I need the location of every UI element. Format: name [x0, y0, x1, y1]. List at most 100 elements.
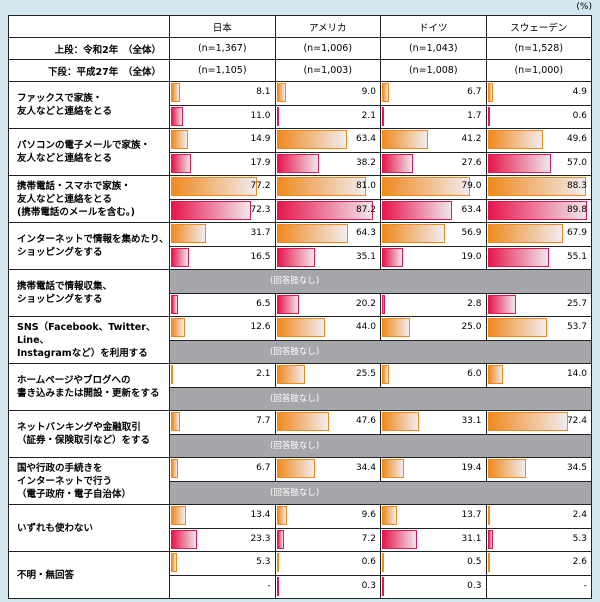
- r2-bar: [171, 177, 257, 196]
- h27-bar: [382, 153, 413, 173]
- value-label: 81.0: [355, 181, 376, 191]
- bar-cell: 16.5: [169, 245, 276, 270]
- bar-cell: 0.3: [274, 574, 381, 599]
- value-label: 20.2: [355, 298, 376, 309]
- r2-bar: [171, 224, 207, 243]
- r2-bar: [171, 412, 180, 431]
- bar-wrap: 31.1: [381, 529, 486, 552]
- bar-cell: 57.0: [485, 151, 592, 176]
- data-row: ファックスで家族・ 友人などと連絡をとる 8.1 9.0 6.7 4.9: [8, 81, 592, 129]
- sample-row: 下段：平成27年 （全体） (n=1,105) (n=1,003) (n=1,008)…: [8, 59, 592, 82]
- value-label: 1.7: [467, 110, 482, 121]
- no-option-label: (回答肢なし): [170, 340, 591, 363]
- value-label: 2.1: [256, 369, 271, 379]
- bar-wrap: 13.4: [170, 505, 275, 528]
- data-row: (回答肢なし): [9, 386, 592, 411]
- row-label: ネットバンキングや金融取引 （証券・保険取引など）をする: [8, 410, 170, 458]
- bar-cell: 55.1: [485, 245, 592, 270]
- bar-cell: 8.1: [169, 81, 276, 106]
- bar-wrap: 4.9: [487, 82, 592, 105]
- r2-bar: [276, 318, 326, 337]
- bar-cell: 87.2: [274, 198, 381, 223]
- row-label-line: ショッピングをする: [17, 247, 103, 258]
- bar-wrap: 47.6: [276, 411, 381, 434]
- bar-wrap: 53.7: [487, 317, 592, 340]
- value-label: 89.8: [566, 204, 587, 215]
- row-label: いずれも使わない: [8, 504, 170, 552]
- h27-bar: [487, 294, 517, 314]
- h27-bar: [276, 247, 316, 267]
- bar-cell: 72.4: [485, 410, 592, 435]
- bar-wrap: 67.9: [487, 223, 592, 246]
- data-row: SNS（Facebook、Twitter、Line、 Instagramなど）を利…: [8, 316, 592, 364]
- bar-cell: 53.7: [485, 316, 592, 341]
- value-label: 7.7: [256, 416, 271, 426]
- unit-label: (%): [576, 2, 592, 12]
- bar-cell: 25.0: [380, 316, 487, 341]
- value-label: 25.0: [461, 322, 482, 332]
- bar-wrap: 77.2: [170, 176, 275, 199]
- bar-cell: 44.0: [274, 316, 381, 341]
- value-label: 12.6: [250, 322, 271, 332]
- bar-wrap: 34.5: [487, 458, 592, 481]
- bar-cell: 49.6: [485, 128, 592, 153]
- row-label-line: Instagramなど）を利用する: [17, 347, 148, 359]
- bar-cell: 35.1: [274, 245, 381, 270]
- bar-cell: 5.3: [485, 527, 592, 552]
- value-label: 72.4: [566, 416, 587, 426]
- no-option-row: (回答肢なし): [169, 339, 592, 364]
- bar-wrap: 0.3: [276, 576, 381, 599]
- bar-cell: 1.7: [380, 104, 487, 129]
- row-label-line: ファックスで家族・: [17, 93, 103, 104]
- value-label: 31.7: [250, 228, 271, 238]
- row-label-line: インターネットで情報を集めたり、: [17, 234, 169, 245]
- data-row: インターネットで情報を集めたり、 ショッピングをする 31.7 64.3 56.9 67.…: [8, 222, 592, 270]
- bar-wrap: 12.6: [170, 317, 275, 340]
- r2-bar: [171, 553, 177, 572]
- h27-bar: [276, 576, 279, 596]
- h27-bar: [382, 106, 384, 126]
- bar-wrap: 14.0: [487, 364, 592, 387]
- r2-bar: [276, 224, 348, 243]
- no-option-row: (回答肢なし): [169, 433, 592, 458]
- no-option-label: (回答肢なし): [170, 270, 591, 293]
- bar-cell: 56.9: [380, 222, 487, 247]
- no-option-label: (回答肢なし): [170, 481, 591, 504]
- bar-wrap: 34.4: [276, 458, 381, 481]
- r2-bar: [276, 412, 330, 431]
- row-label-line: 友人などと連絡をとる: [17, 193, 113, 205]
- bar-wrap: 41.2: [381, 129, 486, 152]
- data-row: 16.5 35.1 19.0 55.1: [9, 245, 592, 270]
- bar-cell: 11.0: [169, 104, 276, 129]
- bar-wrap: 56.9: [381, 223, 486, 246]
- bar-cell: -: [485, 574, 592, 599]
- r2-bar: [382, 412, 419, 431]
- bar-wrap: 7.2: [276, 529, 381, 552]
- value-label: 2.1: [361, 110, 376, 121]
- h27-bar: [382, 576, 384, 596]
- bar-cell: 19.0: [380, 245, 487, 270]
- bar-cell: 0.3: [380, 574, 487, 599]
- value-label: 55.1: [566, 251, 587, 262]
- bar-wrap: 25.7: [487, 294, 592, 317]
- series-label: 下段：平成27年 （全体）: [8, 59, 170, 82]
- bar-cell: -: [169, 574, 276, 599]
- value-label: 8.1: [256, 87, 271, 97]
- bar-cell: 2.1: [169, 363, 276, 388]
- r2-bar: [382, 130, 428, 149]
- bar-cell: 0.6: [274, 551, 381, 576]
- value-label: 0.3: [361, 580, 376, 591]
- bar-wrap: 16.5: [170, 247, 275, 270]
- bar-wrap: 0.5: [381, 552, 486, 575]
- r2-bar: [487, 365, 504, 384]
- value-label: -: [267, 580, 271, 591]
- bar-wrap: 44.0: [276, 317, 381, 340]
- r2-bar: [487, 224, 563, 243]
- bar-wrap: 89.8: [487, 200, 592, 223]
- sample-size: (n=1,003): [274, 59, 381, 82]
- bar-wrap: 33.1: [381, 411, 486, 434]
- h27-bar: [171, 200, 252, 220]
- value-label: 19.4: [461, 463, 482, 473]
- value-label: 19.0: [461, 251, 482, 262]
- data-row: パソコンの電子メールで家族・ 友人などと連絡をとる 14.9 63.4 41.2 49.6: [8, 128, 592, 176]
